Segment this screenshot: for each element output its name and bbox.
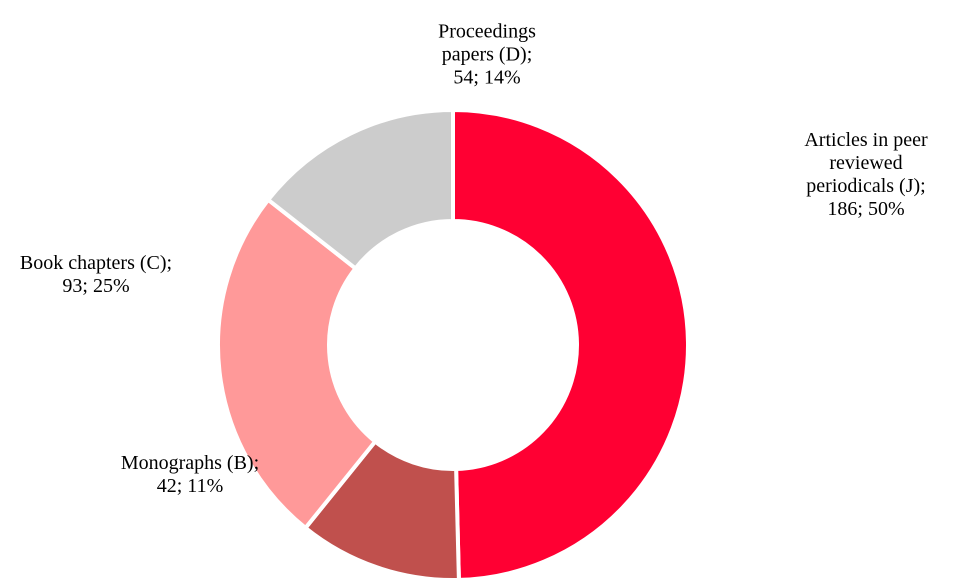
data-label: Book chapters (C); 93; 25% [19,252,173,297]
data-label: Proceedings papers (D); 54; 14% [438,20,536,89]
data-label: Monographs (B); 42; 11% [120,452,260,497]
donut-segment [216,196,378,531]
donut-segment [265,107,455,272]
donut-segment [451,107,690,580]
data-label: Articles in peer reviewed periodicals (J… [804,129,928,220]
